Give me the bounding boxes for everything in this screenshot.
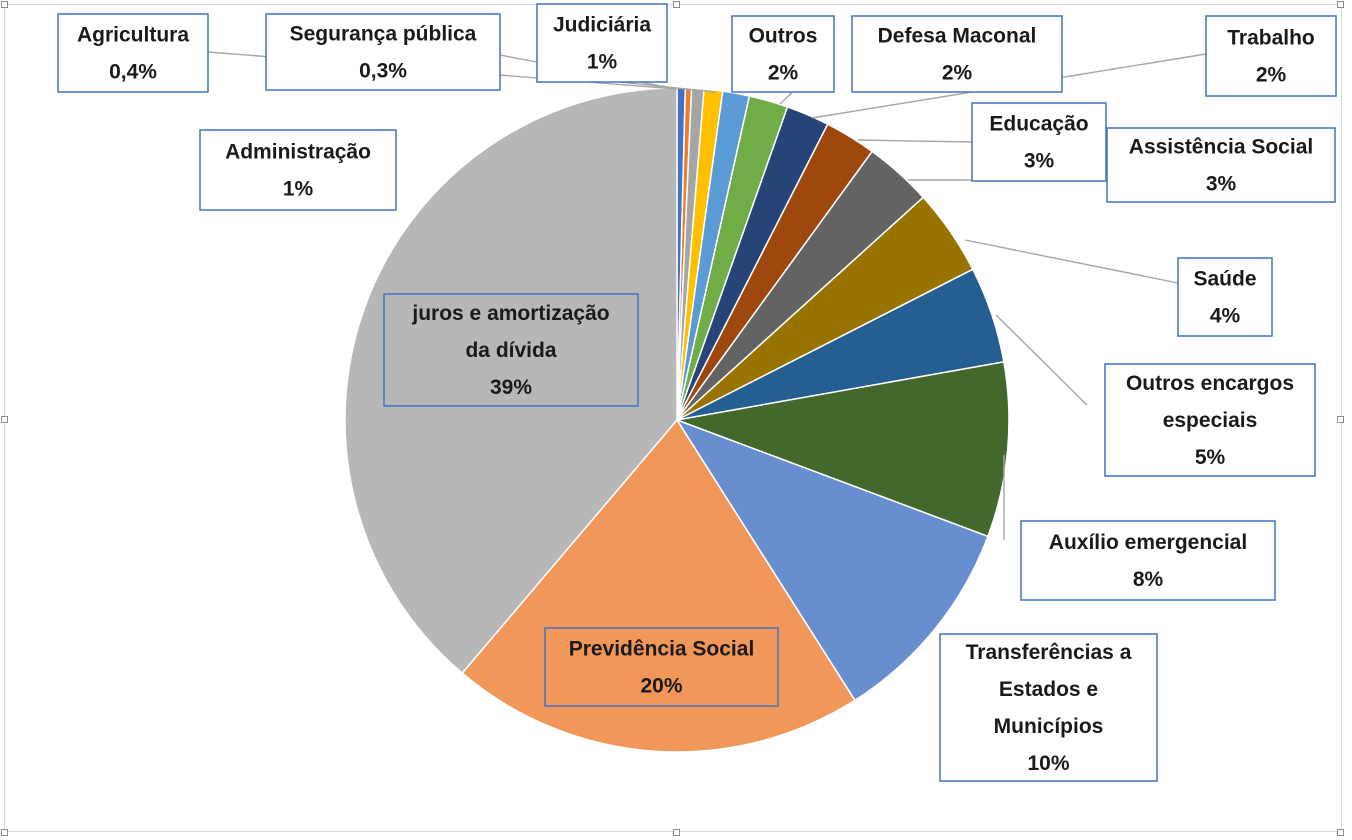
data-label-box-4 bbox=[731, 15, 835, 93]
data-label-value-12: 10% bbox=[1027, 752, 1069, 775]
data-label-8[interactable]: Assistência Social 3% bbox=[1106, 127, 1336, 203]
data-label-category-14: juros e amortização bbox=[411, 302, 609, 325]
data-label-value-7: 3% bbox=[1024, 150, 1055, 173]
data-label-category-7: Educação bbox=[989, 113, 1088, 136]
data-labels: Agricultura 0,4% Segurança pública 0,3% Admi… bbox=[57, 3, 1337, 782]
data-label-category-12: Estados e bbox=[999, 678, 1098, 701]
data-label-box-1 bbox=[265, 13, 501, 91]
data-label-value-4: 2% bbox=[768, 62, 799, 85]
data-label-box-5 bbox=[851, 15, 1063, 93]
data-label-6[interactable]: Trabalho 2% bbox=[1205, 15, 1337, 97]
data-label-box-9 bbox=[1177, 257, 1273, 337]
data-label-value-0: 0,4% bbox=[109, 61, 157, 84]
resize-handle-bottom-center[interactable] bbox=[673, 829, 680, 836]
data-label-value-11: 8% bbox=[1133, 568, 1164, 591]
data-label-5[interactable]: Defesa Maconal 2% bbox=[851, 15, 1063, 93]
data-label-0[interactable]: Agricultura 0,4% bbox=[57, 13, 209, 93]
data-label-9[interactable]: Saúde 4% bbox=[1177, 257, 1273, 337]
data-label-value-3: 1% bbox=[587, 51, 618, 74]
data-label-value-5: 2% bbox=[942, 62, 973, 85]
data-label-category-5: Defesa Maconal bbox=[878, 25, 1037, 48]
pie-slices bbox=[344, 87, 1010, 753]
data-label-category-11: Auxílio emergencial bbox=[1049, 531, 1247, 554]
data-label-12[interactable]: Transferências a Estados e Municípios 10% bbox=[939, 633, 1158, 782]
data-label-10[interactable]: Outros encargos especiais 5% bbox=[1104, 363, 1316, 477]
data-label-category-6: Trabalho bbox=[1227, 27, 1315, 50]
data-label-3[interactable]: Judiciária 1% bbox=[536, 3, 668, 83]
leader-line-10 bbox=[995, 314, 1088, 406]
data-label-box-3 bbox=[536, 3, 668, 83]
data-label-category-2: Administração bbox=[225, 141, 371, 164]
data-label-1[interactable]: Segurança pública 0,3% bbox=[265, 13, 501, 91]
resize-handle-top-center[interactable] bbox=[673, 1, 680, 8]
data-label-4[interactable]: Outros 2% bbox=[731, 15, 835, 93]
data-label-box-0 bbox=[57, 13, 209, 93]
data-label-box-11 bbox=[1020, 520, 1276, 601]
data-label-13[interactable]: Previdência Social 20% bbox=[544, 627, 779, 707]
data-label-value-14: 39% bbox=[490, 376, 532, 399]
data-label-2[interactable]: Administração 1% bbox=[199, 129, 397, 211]
data-label-value-2: 1% bbox=[283, 178, 314, 201]
data-label-box-10 bbox=[1104, 363, 1316, 477]
pie-slice-14[interactable] bbox=[344, 87, 678, 675]
data-label-category-4: Outros bbox=[749, 25, 818, 48]
data-label-box-13 bbox=[544, 627, 779, 707]
data-label-box-2 bbox=[199, 129, 397, 211]
data-label-value-13: 20% bbox=[640, 675, 682, 698]
data-label-value-1: 0,3% bbox=[359, 60, 407, 83]
resize-handle-top-left[interactable] bbox=[1, 1, 8, 8]
data-label-category-14: da dívida bbox=[465, 339, 556, 362]
data-label-category-12: Municípios bbox=[994, 715, 1104, 738]
resize-handle-top-right[interactable] bbox=[1337, 1, 1344, 8]
data-label-box-14 bbox=[383, 293, 639, 407]
data-label-box-6 bbox=[1205, 15, 1337, 97]
data-label-14[interactable]: juros e amortização da dívida 39% bbox=[383, 293, 639, 407]
data-label-7[interactable]: Educação 3% bbox=[971, 102, 1107, 182]
data-label-category-1: Segurança pública bbox=[290, 23, 477, 46]
data-label-box-7 bbox=[971, 102, 1107, 182]
data-label-11[interactable]: Auxílio emergencial 8% bbox=[1020, 520, 1276, 601]
pie-slice-12[interactable] bbox=[675, 418, 989, 702]
resize-handle-middle-right[interactable] bbox=[1337, 416, 1344, 423]
data-label-category-8: Assistência Social bbox=[1129, 136, 1313, 159]
leader-line-7 bbox=[857, 139, 973, 143]
data-label-category-12: Transferências a bbox=[966, 641, 1132, 664]
data-label-value-9: 4% bbox=[1210, 305, 1241, 328]
data-label-box-12 bbox=[939, 633, 1158, 782]
data-label-category-0: Agricultura bbox=[77, 24, 189, 47]
data-label-category-10: especiais bbox=[1163, 409, 1258, 432]
data-label-value-6: 2% bbox=[1256, 64, 1287, 87]
data-label-category-9: Saúde bbox=[1193, 268, 1256, 291]
data-label-category-3: Judiciária bbox=[553, 14, 651, 37]
leader-line-3 bbox=[619, 81, 716, 93]
data-label-category-13: Previdência Social bbox=[569, 638, 755, 661]
resize-handle-middle-left[interactable] bbox=[1, 416, 8, 423]
pie-slice-11[interactable] bbox=[674, 361, 1010, 538]
resize-handle-bottom-left[interactable] bbox=[1, 829, 8, 836]
resize-handle-bottom-right[interactable] bbox=[1337, 829, 1344, 836]
leader-line-9 bbox=[964, 239, 1179, 284]
data-label-category-10: Outros encargos bbox=[1126, 372, 1294, 395]
data-label-box-8 bbox=[1106, 127, 1336, 203]
data-label-value-10: 5% bbox=[1195, 446, 1226, 469]
data-label-value-8: 3% bbox=[1206, 173, 1237, 196]
pie-slice-13[interactable] bbox=[461, 418, 856, 753]
